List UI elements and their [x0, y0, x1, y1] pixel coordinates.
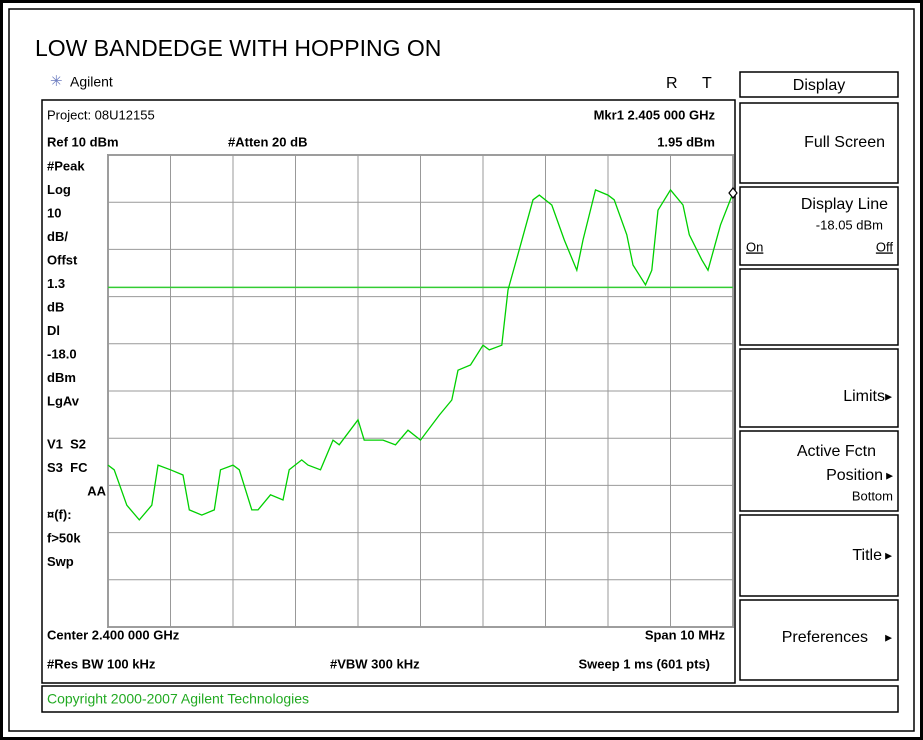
softkey-blank[interactable] [739, 268, 899, 346]
status-t: T [702, 75, 712, 92]
softkey-label[interactable]: Position [826, 467, 883, 484]
softkey-frame[interactable] [739, 186, 899, 266]
annotation: V1 S2 [47, 436, 86, 451]
menu-header [739, 71, 899, 98]
agilent-logo: ✳ [50, 73, 63, 90]
trace [107, 188, 734, 521]
marker-level: 1.95 dBm [657, 134, 715, 149]
softkey[interactable]: Preferences ▶ [739, 599, 899, 681]
status-bar [41, 685, 899, 713]
atten: #Atten 20 dB [228, 134, 307, 149]
softkey-frame[interactable] [739, 348, 899, 428]
softkey-off[interactable]: Off [876, 239, 893, 254]
softkey-frame[interactable] [739, 599, 899, 681]
inner-frame [8, 8, 915, 732]
screen-frame [41, 99, 736, 684]
page-title: LOW BANDEDGE WITH HOPPING ON [35, 35, 441, 61]
marker-freq: Mkr1 2.405 000 GHz [594, 107, 716, 122]
softkey-label[interactable]: Title [852, 547, 882, 564]
softkey[interactable]: Full Screen [739, 102, 899, 184]
softkey-value[interactable]: Bottom [852, 488, 893, 503]
annotation: dB [47, 299, 64, 314]
annotation: 1.3 [47, 276, 65, 291]
annotation: Log [47, 182, 71, 197]
annotation: f>50k [47, 530, 81, 545]
menu-title: Display [793, 77, 845, 94]
rbw: #Res BW 100 kHz [47, 656, 156, 671]
softkey-frame[interactable] [739, 430, 899, 512]
softkey-frame[interactable] [739, 102, 899, 184]
softkey-label[interactable]: Full Screen [804, 134, 885, 151]
status-r: R [666, 75, 678, 92]
softkey-label[interactable]: Preferences [782, 629, 868, 646]
softkey[interactable]: Title ▶ [739, 514, 899, 597]
annotation: 10 [47, 205, 61, 220]
softkey[interactable]: Display Line -18.05 dBm On Off [739, 186, 899, 266]
submenu-arrow[interactable]: ▶ [885, 632, 892, 642]
annotation: AA [87, 483, 106, 498]
marker [728, 187, 738, 199]
annotation: ¤(f): [47, 507, 72, 522]
sweep: Sweep 1 ms (601 pts) [579, 656, 711, 671]
ref-level: Ref 10 dBm [47, 134, 119, 149]
copyright: Copyright 2000-2007 Agilent Technologies [47, 691, 309, 707]
center: Center 2.400 000 GHz [47, 627, 180, 642]
annotation: Dl [47, 323, 60, 338]
softkey[interactable]: Active Fctn Position ▶ Bottom [739, 430, 899, 512]
softkey-frame[interactable] [739, 514, 899, 597]
submenu-arrow[interactable]: ▶ [886, 470, 893, 480]
plot [107, 154, 738, 628]
annotation: dBm [47, 370, 76, 385]
softkey[interactable]: Limits ▶ [739, 348, 899, 428]
softkey-label[interactable]: Display Line [801, 196, 888, 213]
annotation: dB/ [47, 229, 68, 244]
submenu-arrow[interactable]: ▶ [885, 391, 892, 401]
annotation: LgAv [47, 393, 80, 408]
softkey-on[interactable]: On [746, 239, 763, 254]
annotation: #Peak [47, 158, 85, 173]
annotation: S3 FC [47, 460, 88, 475]
brand: Agilent [70, 74, 113, 90]
vbw: #VBW 300 kHz [330, 656, 420, 671]
left-annotations: #Peak Log 10 dB/Offst 1.3 dB Dl -18.0 dBm LgAv V1 … [47, 158, 107, 569]
span: Span 10 MHz [645, 627, 726, 642]
submenu-arrow[interactable]: ▶ [885, 550, 892, 560]
annotation: -18.0 [47, 346, 77, 361]
softkey-label[interactable]: Active Fctn [797, 443, 876, 460]
project: Project: 08U12155 [47, 107, 155, 122]
softkey-label[interactable]: Limits [843, 388, 885, 405]
annotation: Swp [47, 554, 74, 569]
annotation: Offst [47, 252, 78, 267]
softkey-value[interactable]: -18.05 dBm [816, 217, 883, 232]
